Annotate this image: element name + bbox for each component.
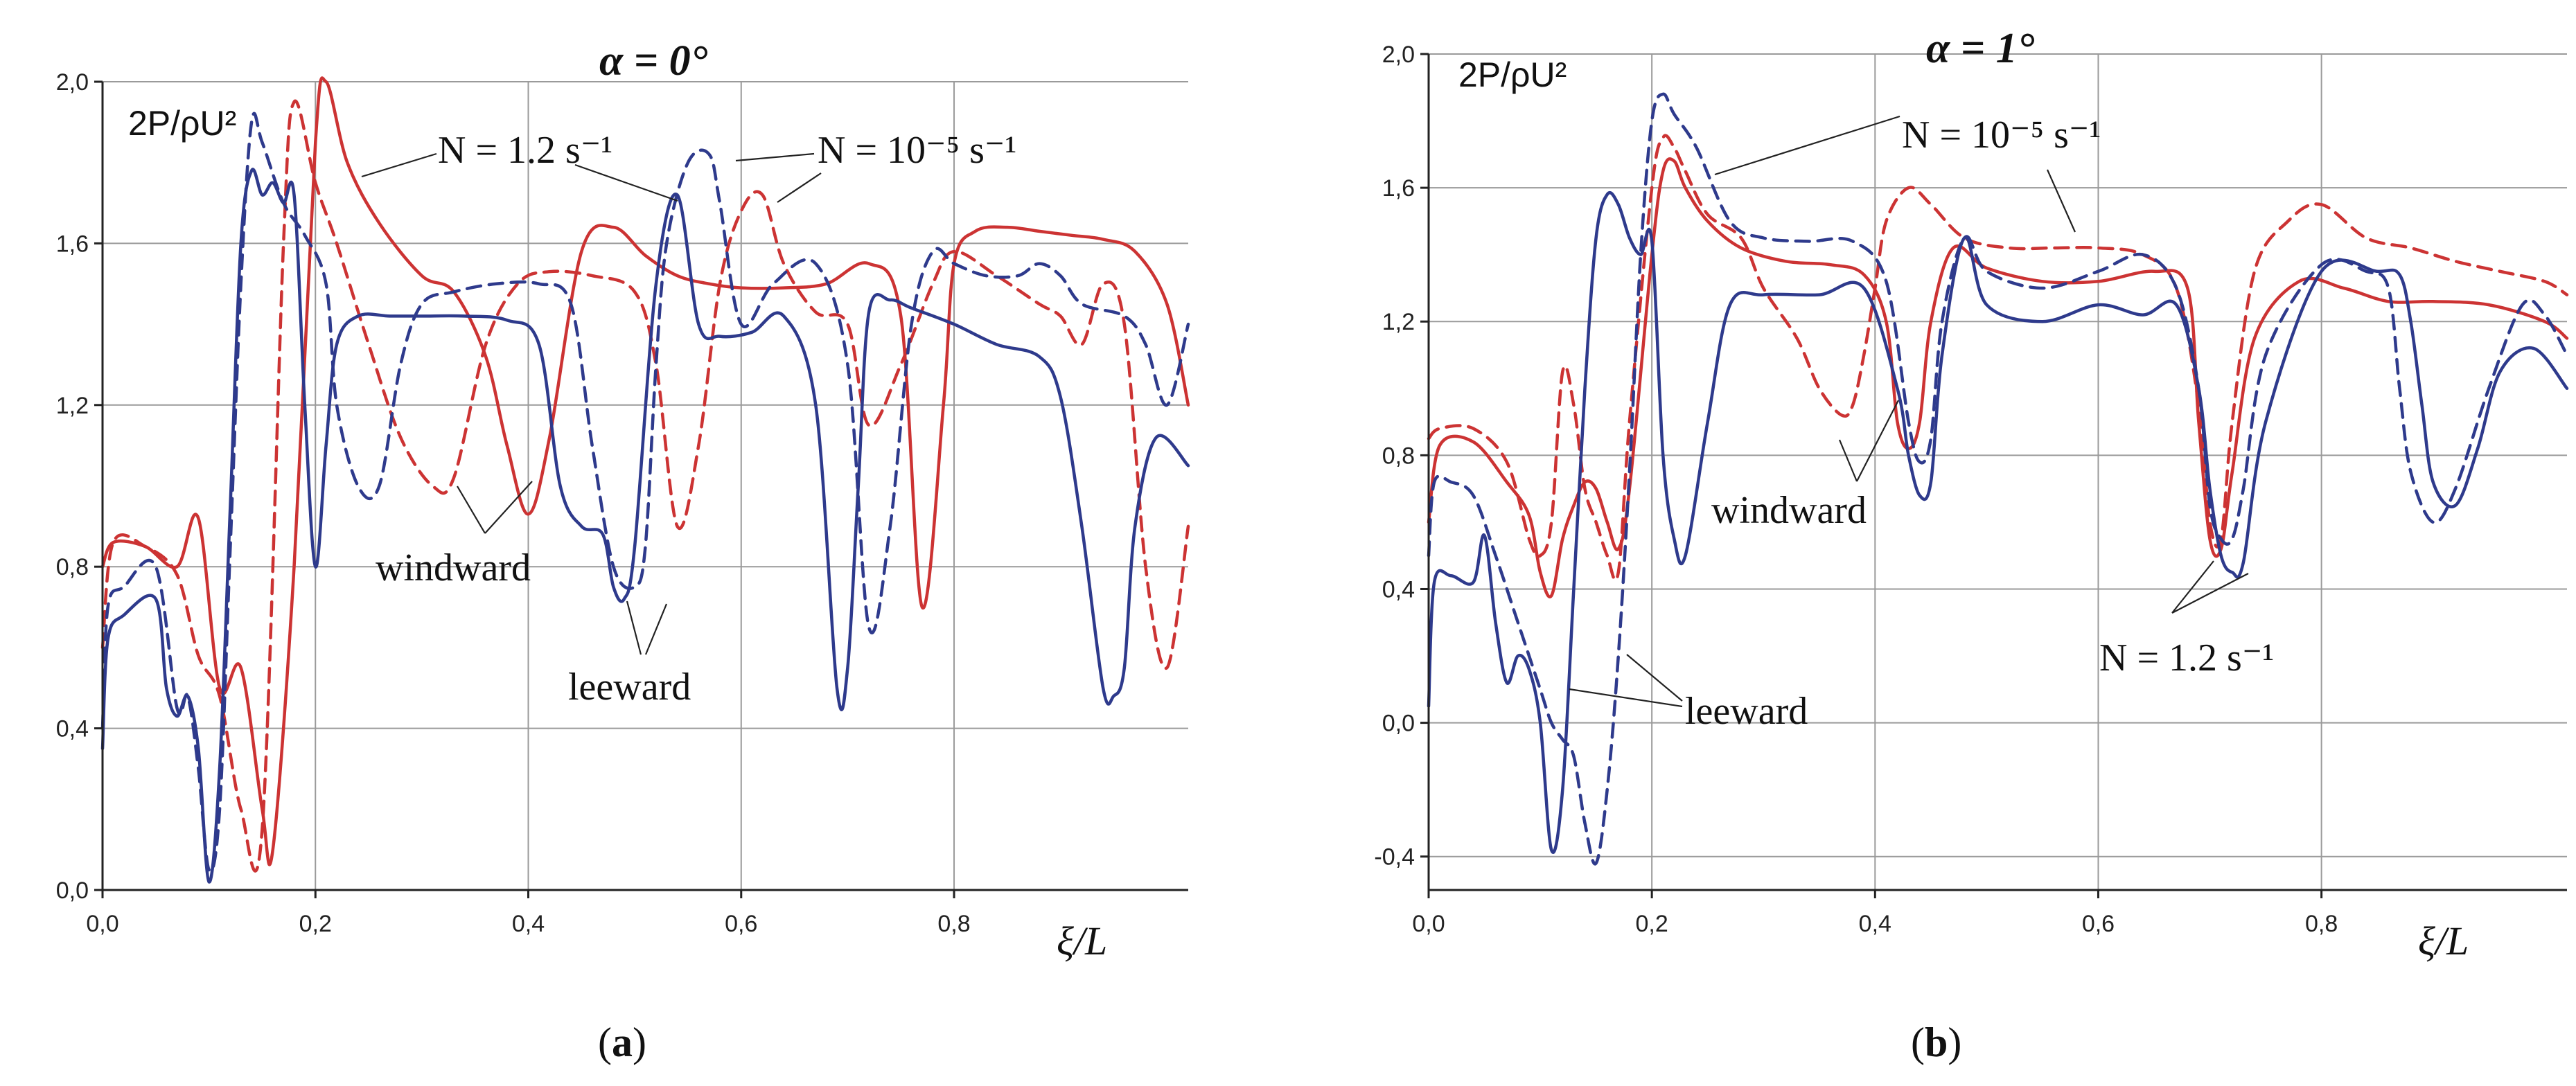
arrow-windward-b-1 — [1838, 439, 1858, 482]
x-axis-label-a: ξ/L — [1057, 918, 1107, 963]
x-tick-label-2: 0,4 — [1859, 911, 1891, 937]
arrow-n12-a-1 — [361, 152, 437, 178]
y-tick-label-4: 1,2 — [1382, 309, 1415, 335]
series-group-a — [100, 76, 1190, 884]
panel-letter-a: a — [612, 1020, 633, 1065]
x-tick-label-1: 0,2 — [299, 911, 332, 937]
series-line-a-0 — [100, 76, 1190, 866]
annotation-n-1e-5-a: N = 10⁻⁵ s⁻¹ — [818, 129, 1016, 172]
arrow-n1e5-a-1 — [735, 152, 815, 162]
chart-panel-a: 0,0 0,4 0,8 1,2 1,6 2,0 0,0 0,2 0,4 0,6 0,8 2P/ρU… — [56, 37, 1190, 1065]
chart-panel-b: -0,4 0,0 0,4 0,8 1,2 1,6 2,0 0,0 0,2 0,4 0,6 0,8 2… — [1374, 25, 2569, 1065]
annotation-leeward-a: leeward — [568, 666, 691, 709]
x-tick-label-3: 0,6 — [2082, 911, 2115, 937]
y-tick-label-2: 0,4 — [1382, 576, 1415, 603]
y-tick-label-5: 2,0 — [56, 69, 89, 96]
x-tick-labels-b: 0,0 0,2 0,4 0,6 0,8 — [1412, 911, 2338, 937]
x-tick-label-4: 0,8 — [937, 911, 970, 937]
y-tick-labels-a: 0,0 0,4 0,8 1,2 1,6 2,0 — [56, 69, 89, 904]
series-group-b — [1427, 92, 2569, 866]
x-tick-label-1: 0,2 — [1636, 911, 1668, 937]
chart-title-a: α = 0° — [599, 37, 708, 84]
x-tick-label-3: 0,6 — [725, 911, 757, 937]
y-tick-labels-b: -0,4 0,0 0,4 0,8 1,2 1,6 2,0 — [1374, 42, 1415, 871]
y-tick-label-4: 1,6 — [56, 231, 89, 257]
arrow-leeward-b-2 — [1626, 654, 1683, 702]
grid-b — [1429, 53, 2567, 890]
y-tick-label-0: -0,4 — [1374, 844, 1415, 871]
arrow-windward-b-2 — [1856, 400, 1899, 482]
arrow-n12-b-1 — [2171, 560, 2214, 614]
annotation-arrows-a — [361, 152, 822, 655]
series-line-b-1 — [1427, 134, 2569, 582]
panel-letter-b: b — [1925, 1020, 1948, 1065]
x-tick-label-0: 0,0 — [86, 911, 118, 937]
axes-b — [1420, 53, 2567, 898]
x-tick-label-0: 0,0 — [1412, 911, 1445, 937]
y-axis-label-a: 2P/ρU² — [128, 104, 236, 143]
annotation-arrows-b — [1569, 115, 2249, 708]
arrow-windward-a-2 — [484, 481, 533, 534]
x-tick-label-2: 0,4 — [512, 911, 545, 937]
arrow-n12-a-2 — [574, 163, 678, 202]
arrow-leeward-a-1 — [626, 600, 642, 655]
arrow-n1e5-b-1 — [1714, 115, 1900, 176]
x-tick-labels-a: 0,0 0,2 0,4 0,6 0,8 — [86, 911, 970, 937]
x-axis-label-b: ξ/L — [2418, 918, 2469, 963]
annotation-windward-b: windward — [1711, 489, 1867, 532]
annotation-n-1.2-a: N = 1.2 s⁻¹ — [438, 129, 612, 172]
arrow-leeward-b-1 — [1569, 688, 1683, 708]
axes-a — [94, 80, 1188, 898]
arrow-windward-a-1 — [457, 486, 486, 534]
y-axis-label-b: 2P/ρU² — [1458, 55, 1567, 94]
series-line-a-2 — [100, 168, 1190, 884]
y-tick-label-5: 1,6 — [1382, 175, 1415, 202]
y-tick-label-2: 0,8 — [56, 554, 89, 580]
panel-label-a: (a) — [598, 1020, 646, 1065]
annotation-n-1e-5-b: N = 10⁻⁵ s⁻¹ — [1902, 114, 2101, 157]
chart-title-b: α = 1° — [1926, 25, 2035, 72]
panel-label-b: (b) — [1911, 1020, 1961, 1065]
y-tick-label-1: 0,4 — [56, 716, 89, 742]
annotation-windward-a: windward — [376, 546, 531, 589]
y-tick-label-6: 2,0 — [1382, 42, 1415, 68]
y-tick-label-3: 0,8 — [1382, 443, 1415, 469]
arrow-n1e5-b-2 — [2046, 169, 2076, 233]
arrow-n12-b-2 — [2171, 573, 2249, 614]
y-tick-label-1: 0,0 — [1382, 711, 1415, 737]
annotation-leeward-b: leeward — [1685, 690, 1808, 733]
y-tick-label-3: 1,2 — [56, 393, 89, 419]
y-tick-label-0: 0,0 — [56, 878, 89, 904]
series-line-b-2 — [1427, 190, 2569, 854]
x-tick-label-4: 0,8 — [2305, 911, 2338, 937]
arrow-leeward-a-2 — [644, 603, 668, 655]
annotation-n-1.2-b: N = 1.2 s⁻¹ — [2099, 637, 2274, 679]
series-line-a-1 — [100, 99, 1190, 873]
series-line-a-3 — [100, 112, 1190, 873]
series-line-b-3 — [1427, 92, 2569, 866]
arrow-n1e5-a-2 — [777, 172, 822, 203]
